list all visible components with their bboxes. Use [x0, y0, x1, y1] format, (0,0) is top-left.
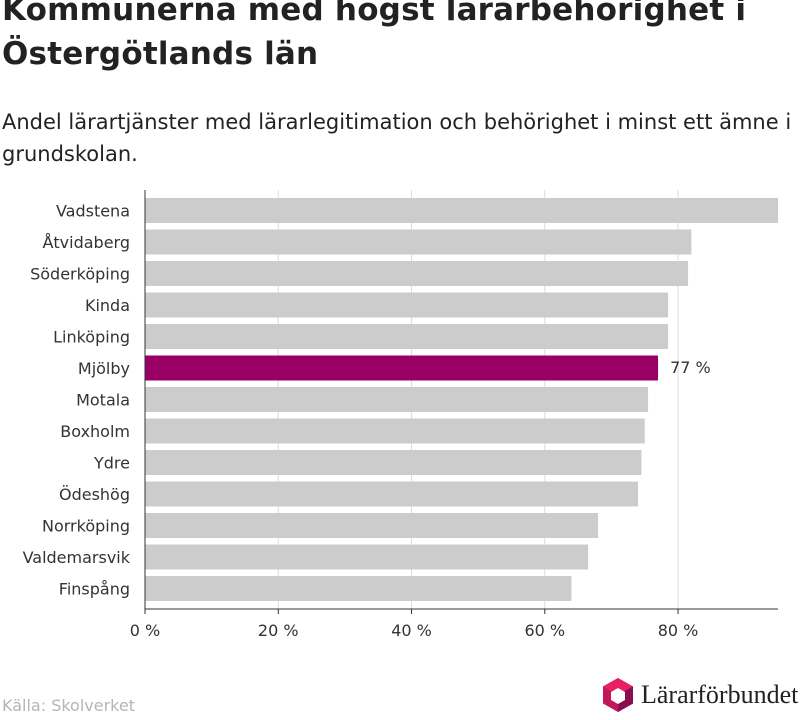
logo-hexagon-icon [603, 678, 633, 712]
bar [145, 481, 639, 507]
category-label: Ydre [93, 454, 130, 473]
logo-text: Lärarförbundet [641, 680, 799, 709]
x-tick-label: 20 % [258, 621, 299, 640]
category-label: Vadstena [56, 202, 130, 221]
brand-logo: Lärarförbundet [601, 677, 798, 713]
bar [145, 229, 692, 255]
category-label: Åtvidaberg [42, 233, 130, 252]
bar [145, 292, 669, 318]
category-label: Norrköping [42, 517, 130, 536]
x-tick-label: 40 % [391, 621, 432, 640]
bar [145, 544, 589, 570]
category-label: Mjölby [78, 359, 130, 378]
bar [145, 198, 778, 223]
x-tick-label: 0 % [130, 621, 160, 640]
category-label: Boxholm [60, 422, 130, 441]
chart-subtitle: Andel lärartjänster med lärarlegitimatio… [2, 110, 792, 166]
chart-title: Kommunerna med högst lärarbehörighet i Ö… [2, 0, 747, 72]
bar [145, 355, 659, 381]
category-label: Ödeshög [59, 485, 130, 504]
bar [145, 576, 572, 601]
bar [145, 261, 689, 286]
bar [145, 450, 642, 475]
bar [145, 324, 669, 349]
category-label: Linköping [53, 328, 130, 347]
source-note: Källa: Skolverket [2, 696, 135, 715]
bar [145, 418, 645, 444]
category-label: Kinda [85, 296, 130, 315]
category-label: Finspång [59, 580, 130, 599]
x-tick-label: 80 % [658, 621, 699, 640]
category-label: Valdemarsvik [23, 548, 131, 567]
data-label: 77 % [670, 358, 711, 377]
bar [145, 387, 649, 412]
category-label: Motala [76, 391, 130, 410]
bar-chart: Vadstena Åtvidaberg Söderköping Kinda Linköp… [23, 190, 778, 640]
category-label: Söderköping [30, 265, 130, 284]
x-tick-label: 60 % [524, 621, 565, 640]
bar [145, 513, 599, 538]
